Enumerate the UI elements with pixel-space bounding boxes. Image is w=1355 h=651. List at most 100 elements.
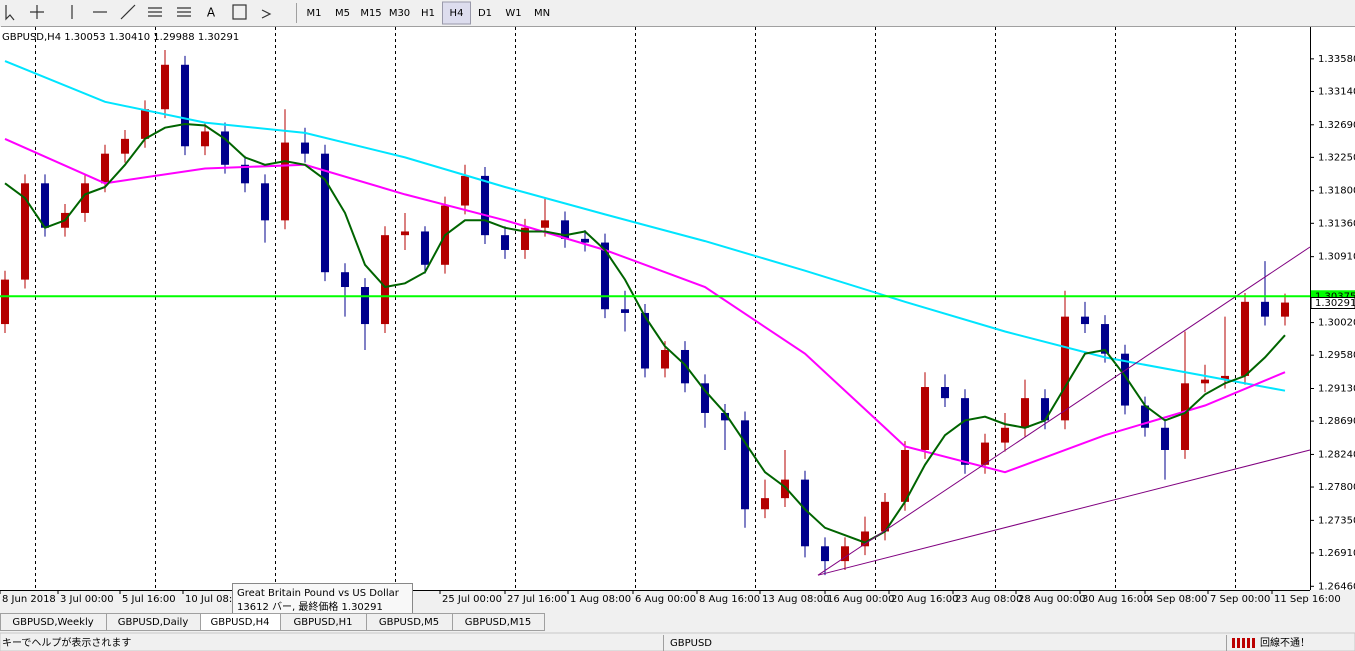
tab-label[interactable]: GBPUSD,H1 — [293, 617, 352, 628]
x-tick-label: 28 Aug 00:00 — [1018, 594, 1085, 605]
candle-body — [821, 546, 829, 562]
tab-label[interactable]: GBPUSD,Daily — [118, 617, 189, 628]
toolbar — [0, 0, 1355, 26]
y-tick-label: 1.27350 — [1318, 515, 1355, 526]
y-tick-label: 1.33580 — [1318, 54, 1355, 65]
timeframe-button[interactable]: W1 — [505, 8, 521, 19]
candle-body — [1021, 398, 1029, 428]
candle-body — [481, 175, 489, 236]
candle-body — [561, 220, 569, 239]
timeframe-button[interactable]: D1 — [478, 8, 492, 19]
y-tick-label: 1.32250 — [1318, 152, 1355, 163]
text-tool[interactable]: A — [207, 6, 216, 20]
timeframe-button[interactable]: H4 — [450, 8, 464, 19]
x-tick-label: 11 Sep 16:00 — [1274, 594, 1341, 605]
tooltip-detail: 13612 バー, 最終価格 1.30291 — [237, 600, 383, 613]
candle-body — [861, 531, 869, 547]
moving-average — [4, 122, 1286, 544]
y-tick-label: 1.33140 — [1318, 86, 1355, 97]
chart-area — [0, 27, 1310, 590]
candle-body — [1001, 427, 1009, 443]
candle-body — [641, 312, 649, 369]
candle-body — [1201, 379, 1209, 384]
x-tick-label: 6 Aug 00:00 — [635, 594, 696, 605]
y-tick-label: 1.29580 — [1318, 350, 1355, 361]
x-tick-label: 10 Jul 08:00 — [185, 594, 245, 605]
trendline — [817, 449, 1311, 576]
shapes-tool[interactable] — [261, 9, 272, 19]
x-tick-label: 13 Aug 08:00 — [762, 594, 829, 605]
y-tick-label: 1.26460 — [1318, 581, 1355, 592]
x-tick-label: 30 Aug 16:00 — [1082, 594, 1149, 605]
candle-body — [961, 398, 969, 465]
crosshair-tool[interactable] — [30, 5, 44, 19]
timeframe-button[interactable]: H1 — [421, 8, 435, 19]
tab-label[interactable]: GBPUSD,M5 — [379, 617, 439, 628]
fibo-tool[interactable] — [177, 7, 191, 17]
candle-body — [621, 309, 629, 313]
tab[interactable] — [452, 613, 545, 631]
candle-body — [141, 109, 149, 139]
x-tick-label: 27 Jul 16:00 — [507, 594, 567, 605]
candle-body — [1, 279, 9, 325]
timeframe-button[interactable]: M30 — [389, 8, 410, 19]
y-tick-label: 1.26910 — [1318, 548, 1355, 559]
candle-body — [421, 231, 429, 265]
candle-body — [841, 546, 849, 562]
candle-body — [301, 142, 309, 154]
timeframe-button[interactable]: M15 — [360, 8, 381, 19]
x-tick-label: 8 Aug 16:00 — [699, 594, 760, 605]
candle-body — [161, 64, 169, 110]
candle-body — [1161, 427, 1169, 450]
candle-body — [401, 231, 409, 236]
status-help: キーでヘルプが表示されます — [2, 636, 131, 649]
candle-body — [241, 164, 249, 184]
candle-body — [761, 498, 769, 510]
candle-body — [281, 142, 289, 221]
candle-body — [41, 183, 49, 228]
y-tick-label: 1.28240 — [1318, 449, 1355, 460]
x-tick-label: 1 Aug 08:00 — [570, 594, 631, 605]
candle-body — [321, 153, 329, 273]
x-tick-label: 5 Jul 16:00 — [122, 594, 176, 605]
timeframe-button[interactable]: MN — [534, 8, 550, 19]
timeframe-button[interactable]: M1 — [307, 8, 322, 19]
trendline-tool[interactable] — [120, 4, 136, 20]
candle-body — [721, 412, 729, 421]
candle-body — [1121, 353, 1129, 406]
candle-body — [1081, 316, 1089, 325]
candle-body — [81, 183, 89, 213]
candle-body — [921, 387, 929, 450]
candle-body — [1041, 398, 1049, 421]
moving-average — [4, 137, 1286, 474]
status-bar — [0, 632, 1355, 651]
candle-body — [221, 131, 229, 165]
connection-icon — [1232, 638, 1255, 648]
candle-body — [1101, 324, 1109, 354]
candle-body — [681, 349, 689, 384]
y-tick-label: 1.32690 — [1318, 120, 1355, 131]
tab-label[interactable]: GBPUSD,M15 — [465, 617, 532, 628]
y-tick-label: 1.30020 — [1318, 318, 1355, 329]
tooltip-title: Great Britain Pound vs US Dollar — [237, 588, 400, 599]
candle-body — [461, 175, 469, 206]
status-symbol: GBPUSD — [670, 638, 712, 649]
candle-body — [741, 420, 749, 510]
candle-body — [261, 183, 269, 221]
candle-body — [781, 479, 789, 499]
x-tick-label: 16 Aug 00:00 — [827, 594, 894, 605]
tab-label[interactable]: GBPUSD,Weekly — [12, 617, 93, 628]
timeframe-button[interactable]: M5 — [335, 8, 350, 19]
candle-body — [981, 442, 989, 465]
channel-tool[interactable] — [148, 7, 162, 17]
y-tick-label: 1.31800 — [1318, 186, 1355, 197]
tab-label[interactable]: GBPUSD,H4 — [210, 617, 269, 628]
status-connection: 回線不通！ — [1260, 636, 1310, 649]
label-tool[interactable] — [232, 4, 247, 20]
candle-body — [1261, 301, 1269, 317]
x-tick-label: 25 Jul 00:00 — [442, 594, 502, 605]
candle-body — [1241, 301, 1249, 376]
cursor-tool[interactable] — [5, 5, 15, 21]
timeframe-active — [442, 1, 471, 25]
candle-body — [101, 153, 109, 184]
